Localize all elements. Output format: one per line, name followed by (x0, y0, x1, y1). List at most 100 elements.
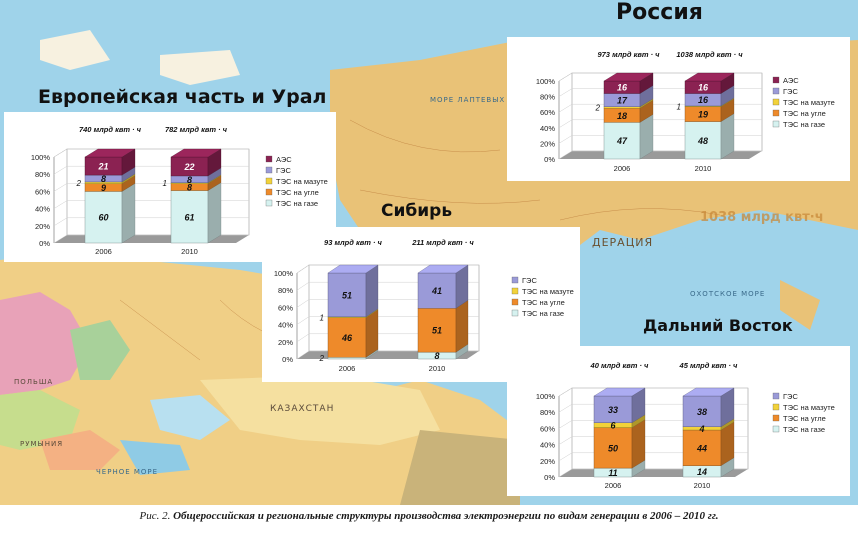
gridline-side (558, 135, 573, 144)
legend-label: ТЭС на угле (522, 298, 565, 307)
total-label: 45 млрд квт · ч (679, 361, 739, 370)
gridline-side (558, 103, 573, 113)
bar-segment (684, 121, 722, 160)
legend-label: ГЭС (783, 392, 798, 401)
y-tick-label: 20% (278, 338, 293, 347)
gridline-side (558, 436, 573, 445)
chart-russia: 0% 20% 40% 60% 80% 100% 47 18 2 17 16 973 млрд квт … (536, 50, 835, 173)
y-tick-label: 100% (536, 77, 556, 86)
bar-top (84, 148, 136, 158)
y-tick-label: 0% (39, 239, 50, 248)
total-label: 782 млрд квт · ч (165, 125, 228, 134)
gridline-side (558, 452, 573, 462)
data-label: 51 (432, 326, 442, 336)
y-tick-label: 100% (31, 153, 51, 162)
data-label: 16 (617, 83, 628, 93)
total-label: 1038 млрд квт · ч (676, 50, 743, 59)
x-tick-label: 2010 (694, 481, 711, 490)
gridline-side (558, 468, 573, 478)
data-label: 17 (617, 96, 628, 106)
data-label: 51 (342, 290, 352, 300)
gridline-side (558, 88, 573, 97)
data-label: 16 (698, 95, 709, 105)
legend-swatch (265, 188, 273, 196)
y-tick-label: 0% (544, 155, 555, 164)
map-overlay-total: 1038 млрд квт·ч (700, 210, 824, 225)
legend-swatch (772, 87, 780, 95)
x-tick-label: 2006 (95, 247, 112, 256)
chart-europe: 0% 20% 40% 60% 80% 100% 60 9 2 8 21 740 млрд квт · … (31, 125, 328, 256)
x-tick-label: 2010 (429, 364, 446, 373)
data-label: 21 (97, 162, 108, 172)
land-kazakhstan (200, 375, 440, 445)
chart-siberia: 0% 20% 40% 60% 80% 100% 2 46 1 51 93 млрд квт · ч 2… (274, 238, 574, 373)
legend-swatch (265, 177, 273, 185)
data-label: 22 (183, 162, 194, 172)
legend-swatch (772, 403, 780, 411)
gridline-side (53, 234, 68, 244)
bar-segment (417, 272, 457, 309)
chart-panel-fareast: 0% 20% 40% 60% 80% 100% 11 50 6 33 40 млрд квт · ч… (507, 346, 850, 496)
data-label: 60 (98, 213, 108, 223)
legend-swatch (772, 392, 780, 400)
gridline-side (53, 183, 68, 192)
legend-swatch (772, 109, 780, 117)
y-tick-label: 40% (278, 321, 293, 330)
data-label: 38 (697, 407, 707, 417)
gridline-side (558, 420, 573, 429)
y-tick-label: 80% (35, 170, 50, 179)
bar-segment-side (631, 419, 646, 469)
gridline-side (558, 387, 573, 397)
y-tick-label: 60% (540, 108, 555, 117)
data-label: 14 (697, 467, 707, 477)
bar-segment (327, 317, 367, 358)
legend-swatch (511, 287, 519, 295)
legend-swatch (772, 76, 780, 84)
chart-panel-siberia: 0% 20% 40% 60% 80% 100% 2 46 1 51 93 млрд квт · ч 2… (262, 227, 580, 382)
map-label-okhotsk: ОХОТСКОЕ МОРЕ (690, 290, 766, 298)
total-label: 973 млрд квт · ч (597, 50, 660, 59)
legend-swatch (772, 98, 780, 106)
data-label: 11 (608, 468, 617, 478)
legend-label: ТЭС на мазуте (276, 177, 328, 186)
map-label-romania: РУМЫНИЯ (20, 440, 64, 448)
title-russia: Россия (616, 0, 703, 25)
bar-segment (682, 395, 722, 427)
gridline-side (558, 119, 573, 129)
data-label: 1 (677, 102, 681, 111)
bar-segment (170, 190, 209, 244)
y-tick-label: 80% (540, 93, 555, 102)
y-tick-label: 100% (274, 269, 294, 278)
y-tick-label: 20% (35, 222, 50, 231)
gridline-side (558, 150, 573, 160)
legend-swatch (772, 414, 780, 422)
total-label: 40 млрд квт · ч (590, 361, 650, 370)
data-label: 19 (698, 110, 708, 120)
y-tick-label: 0% (544, 473, 555, 482)
bar-segment (327, 357, 367, 360)
gridline-side (53, 217, 68, 227)
bar-segment (84, 191, 123, 244)
bar-segment-side (365, 309, 379, 358)
bar-segment-side (207, 182, 222, 244)
legend-label: ТЭС на газе (522, 309, 564, 318)
data-label: 33 (608, 405, 618, 415)
x-tick-label: 2006 (339, 364, 356, 373)
bar-top (327, 264, 379, 274)
legend-label: ТЭС на газе (783, 425, 825, 434)
legend-swatch (511, 298, 519, 306)
legend-swatch (265, 199, 273, 207)
data-label: 61 (184, 212, 194, 222)
bar-top (417, 264, 469, 274)
land-europe-colors (0, 292, 90, 395)
data-label: 46 (341, 333, 353, 343)
legend-label: ТЭС на угле (783, 109, 826, 118)
y-tick-label: 60% (278, 303, 293, 312)
x-tick-label: 2010 (181, 247, 198, 256)
data-label: 1 (320, 313, 324, 322)
y-tick-label: 40% (540, 124, 555, 133)
data-label: 8 (187, 183, 192, 193)
map-label-laptev: МОРЕ ЛАПТЕВЫХ (430, 96, 506, 104)
chart-floor (54, 235, 249, 243)
data-label: 18 (617, 111, 627, 121)
